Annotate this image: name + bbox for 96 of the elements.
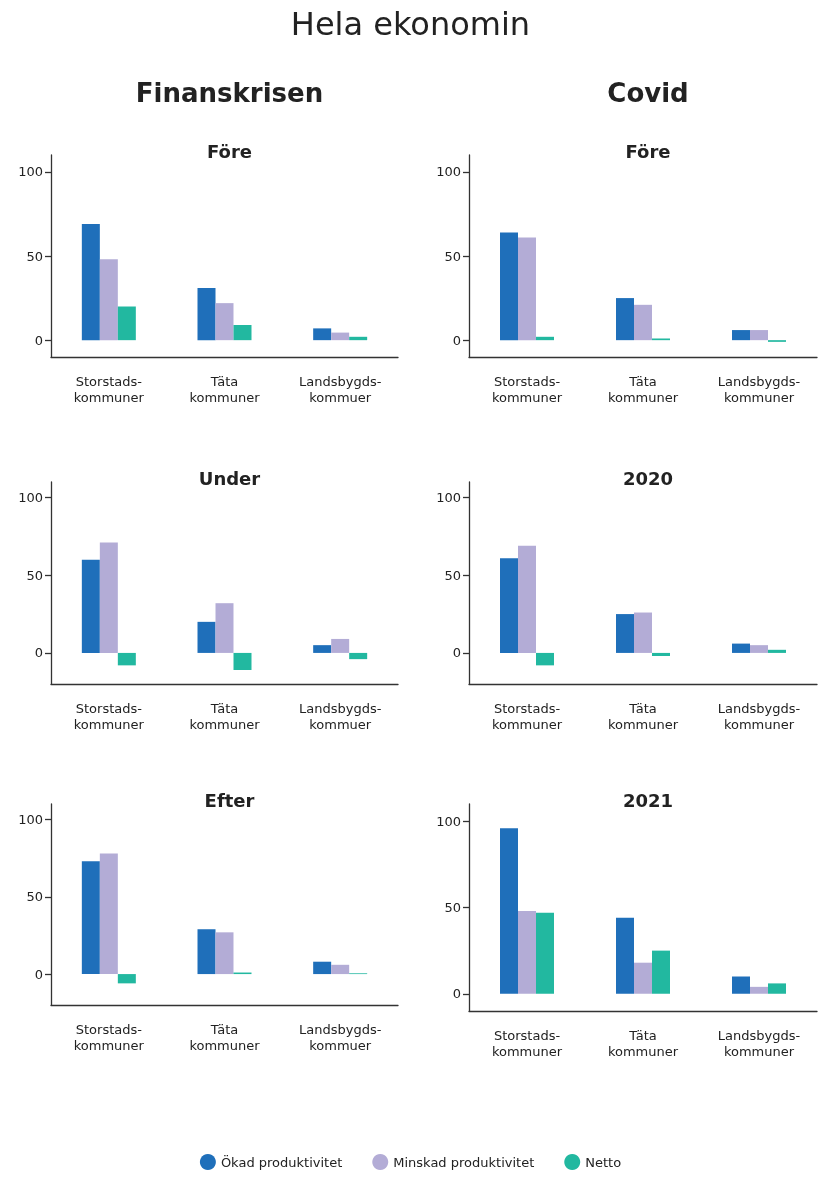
x-tick-label: Storstads- kommuner	[491, 700, 563, 732]
bar	[215, 932, 234, 975]
y-tick-label: 100	[436, 813, 461, 829]
bar	[634, 962, 652, 994]
bar	[634, 304, 652, 341]
chart-title: Efter	[204, 789, 255, 811]
bar	[117, 306, 136, 341]
bar	[768, 983, 786, 994]
legend-label: Ökad produktivitet	[220, 1153, 343, 1170]
bar	[750, 330, 768, 341]
y-tick-label: 0	[452, 986, 461, 1002]
bar	[652, 950, 670, 994]
bar	[197, 287, 216, 341]
bar	[750, 986, 768, 994]
bar	[518, 545, 536, 653]
bar	[616, 298, 634, 341]
x-tick-label: Täta kommuner	[189, 373, 261, 405]
x-tick-label: Storstads- kommuner	[491, 1027, 563, 1059]
y-tick-label: 0	[452, 645, 461, 661]
bar	[233, 652, 252, 671]
y-tick-label: 100	[18, 811, 43, 827]
chart-subtitle: Finanskrisen	[135, 78, 324, 108]
bar	[81, 559, 100, 653]
bar	[99, 853, 118, 975]
y-tick-label: 50	[26, 567, 43, 583]
bar	[768, 649, 786, 653]
x-tick-label: Landsbygds- kommuner	[717, 700, 801, 732]
bar	[536, 912, 554, 994]
y-tick-label: 100	[18, 164, 43, 180]
bar	[536, 652, 554, 666]
bar	[81, 861, 100, 975]
x-tick-label: Storstads- kommuner	[73, 1021, 145, 1053]
y-tick-label: 100	[18, 490, 43, 506]
chart-title: Före	[625, 140, 671, 162]
bar	[616, 917, 634, 994]
bar	[500, 232, 518, 341]
x-tick-label: Täta kommuner	[607, 373, 679, 405]
text: Hela ekonomin	[290, 5, 531, 43]
x-tick-label: Täta kommuner	[607, 700, 679, 732]
y-tick-label: 100	[436, 490, 461, 506]
bar	[117, 974, 136, 984]
bar	[99, 542, 118, 653]
x-tick-label: Landsbygds- kommuner	[717, 1027, 801, 1059]
chart-subtitle: Covid	[607, 78, 689, 108]
bar	[750, 645, 768, 653]
bar	[732, 643, 750, 653]
y-tick-label: 0	[34, 966, 43, 982]
bar	[313, 961, 332, 975]
bar	[99, 259, 118, 341]
bar	[634, 612, 652, 653]
bar	[233, 325, 252, 341]
bar	[652, 652, 670, 657]
y-tick-label: 50	[26, 889, 43, 905]
chart-title: 2021	[622, 789, 674, 811]
x-tick-label: Landsbygds- kommuner	[717, 373, 801, 405]
bar	[215, 303, 234, 341]
bar	[331, 964, 350, 975]
y-tick-label: 0	[34, 645, 43, 661]
x-tick-label: Landsbygds- kommuer	[298, 700, 382, 732]
legend-label: Netto	[585, 1154, 622, 1170]
y-tick-label: 0	[34, 332, 43, 348]
y-tick-label: 0	[452, 332, 461, 348]
bar	[117, 652, 136, 666]
y-tick-label: 50	[444, 248, 461, 264]
x-tick-label: Landsbygds- kommuer	[298, 373, 382, 405]
bar	[197, 929, 216, 975]
bar	[313, 328, 332, 341]
chart-title: Före	[206, 140, 253, 162]
bar	[518, 910, 536, 994]
bar	[732, 330, 750, 341]
y-tick-label: 50	[444, 567, 461, 583]
bar	[215, 603, 234, 653]
bar	[518, 237, 536, 341]
bar	[500, 828, 518, 994]
chart-title: 2020	[622, 467, 674, 489]
x-tick-label: Storstads- kommuner	[73, 700, 145, 732]
bar	[732, 976, 750, 994]
x-tick-label: Landsbygds- kommuer	[298, 1021, 382, 1053]
bar	[197, 621, 216, 653]
bar	[331, 332, 350, 341]
bar	[349, 652, 368, 660]
y-tick-label: 50	[26, 248, 43, 264]
chart-title: Under	[198, 467, 261, 489]
bar	[331, 638, 350, 653]
bar	[500, 558, 518, 653]
x-tick-label: Täta kommuner	[607, 1027, 679, 1059]
bar	[616, 614, 634, 653]
legend-label: Minskad produktivitet	[393, 1154, 535, 1170]
y-tick-label: 50	[444, 900, 461, 915]
x-tick-label: Storstads- kommuner	[73, 373, 145, 405]
x-tick-label: Täta kommuner	[189, 700, 261, 732]
x-tick-label: Storstads- kommuner	[491, 373, 563, 405]
x-tick-label: Täta kommuner	[189, 1021, 261, 1053]
y-tick-label: 100	[436, 164, 461, 180]
bar	[313, 645, 332, 653]
bar	[81, 224, 100, 341]
